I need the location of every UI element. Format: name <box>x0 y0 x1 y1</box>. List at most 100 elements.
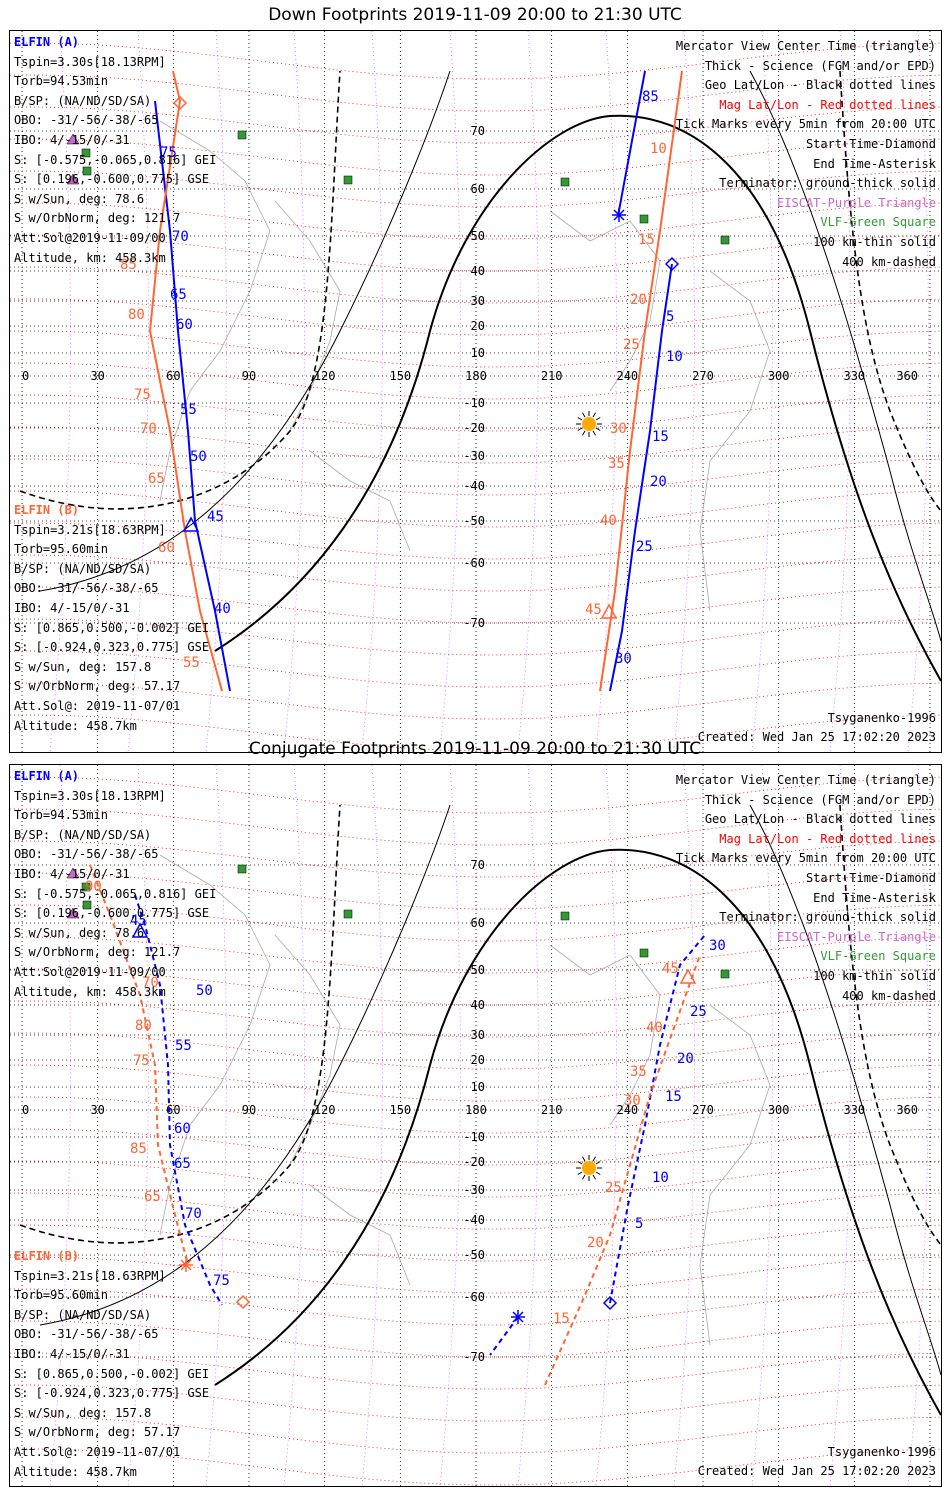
asterisk-stroke <box>180 1259 192 1271</box>
lon-tick-label: 300 <box>768 1103 790 1117</box>
info-line: S w/OrbNorm, deg: 121.7 <box>14 211 181 226</box>
legend-item: EISCAT-Purple Triangle <box>777 929 936 944</box>
model-name: Tsyganenko-1996 <box>827 710 936 725</box>
info-line: OBO: -31/-56/-38/-65 <box>14 581 159 596</box>
info-line: B/SP: (NA/ND/SD/SA) <box>14 561 152 576</box>
elfin-a-tick-label: 30 <box>709 938 726 954</box>
elfin-b-tick-label: 80 <box>128 307 145 323</box>
lon-tick-label: 210 <box>541 1103 563 1117</box>
elfin-b-tick-label: 40 <box>646 1020 663 1036</box>
info-line: Tspin=3.21s[18.63RPM] <box>14 1268 166 1283</box>
start-diamond <box>664 256 680 272</box>
info-line: S w/Sun, deg: 78.6 <box>14 191 145 206</box>
lat-tick-label: -50 <box>463 514 485 528</box>
legend-item: Terminator: ground-thick solid <box>719 910 936 925</box>
elfin-b-tick-label: 25 <box>623 337 640 353</box>
info-line: S: [-0.924,0.323,0.775] GSE <box>14 1386 210 1401</box>
info-line: IBO: 4/-15/0/-31 <box>14 1346 130 1361</box>
elfin-a-tick-label: 50 <box>196 983 213 999</box>
info-line: Altitude, km: 458.3km <box>14 250 166 265</box>
mag-meridian <box>751 31 773 752</box>
lat-tick-label: -70 <box>463 1350 485 1364</box>
info-line: S: [0.865,0.500,-0.002] GEI <box>14 620 210 635</box>
elfin-b-tick-label: 25 <box>605 1180 622 1196</box>
asterisk-stroke <box>512 1311 524 1323</box>
lon-tick-label: 360 <box>896 1103 918 1117</box>
info-line: Att.Sol@: 2019-11-07/01 <box>14 698 181 713</box>
elfin-b-tick-label: 15 <box>638 232 655 248</box>
info-line: S w/Sun, deg: 78.6 <box>14 925 145 940</box>
elfin-a-tick-label: 15 <box>652 429 669 445</box>
lon-tick-label: 330 <box>843 1103 865 1117</box>
elfin-b-trace-left <box>148 70 223 692</box>
info-line: Tspin=3.21s[18.63RPM] <box>14 522 166 537</box>
eiscat-marker <box>66 907 80 919</box>
lon-tick-label: 330 <box>843 369 865 383</box>
elfin-b-tick-label: 80 <box>135 1018 152 1034</box>
start-diamond <box>235 1294 251 1310</box>
sun-ray <box>582 412 586 418</box>
lat-tick-label: -20 <box>463 421 485 435</box>
elfin-a-tick-label: 50 <box>190 449 207 465</box>
sun-ray <box>582 1156 586 1162</box>
mag-meridian <box>751 765 773 1486</box>
mag-meridian <box>907 31 929 752</box>
terminator-ground <box>214 114 941 682</box>
elfin-a-tick-label: 20 <box>677 1051 694 1067</box>
mag-meridian <box>517 31 539 752</box>
elfin-b-tick-label: 65 <box>144 1189 161 1205</box>
legend-item: 100 km-thin solid <box>813 234 936 249</box>
lat-tick-label: -10 <box>463 1130 485 1144</box>
sun-ray <box>592 1174 596 1180</box>
end-asterisk <box>511 1310 525 1324</box>
elfin-b-tick-label: 90 <box>85 879 102 895</box>
panel-title-down: Down Footprints 2019-11-09 20:00 to 21:3… <box>268 5 682 25</box>
vlf-station-marker <box>81 882 91 892</box>
legend-item: 400 km-dashed <box>842 254 936 269</box>
elfin-a-trace-left <box>134 894 223 1306</box>
mag-meridian <box>439 31 461 752</box>
elfin-b-tick-label: 35 <box>608 456 625 472</box>
lat-tick-label: 30 <box>471 294 485 308</box>
elfin-a-trace-right-top <box>617 70 646 217</box>
lon-tick-label: 0 <box>22 369 29 383</box>
legend: Mercator View Center Time (triangle) Thic… <box>676 771 936 1006</box>
vlf-station-marker <box>237 864 247 874</box>
elfin-a-tick-label: 30 <box>615 651 632 667</box>
elfin-b-info: ELFIN (B) Tspin=3.21s[18.63RPM] Torb=95.60… <box>14 501 209 736</box>
sun-ray <box>595 417 601 421</box>
info-line: Altitude: 458.7km <box>14 1464 137 1479</box>
vlf-station-marker <box>237 130 247 140</box>
mag-meridian <box>361 31 383 752</box>
info-line: IBO: 4/-15/0/-31 <box>14 866 130 881</box>
info-line: Altitude: 458.7km <box>14 718 137 733</box>
lat-tick-label: -40 <box>463 479 485 493</box>
mag-meridian <box>439 765 461 1486</box>
elfin-a-tick-label: 20 <box>650 474 667 490</box>
elfin-b-tick-label: 10 <box>650 141 667 157</box>
coastline <box>549 944 661 1126</box>
lat-tick-label: -50 <box>463 1248 485 1262</box>
elfin-a-tick-label: 75 <box>213 1273 230 1289</box>
info-line: Att.Sol@2019-11-09/00 <box>14 964 166 979</box>
lat-tick-label: 40 <box>471 998 485 1012</box>
lat-tick-label: 70 <box>471 858 485 872</box>
info-line: Altitude, km: 458.3km <box>14 984 166 999</box>
elfin-b-tick-label: 75 <box>133 1053 150 1069</box>
lat-tick-label: 10 <box>471 1080 485 1094</box>
coastline <box>309 450 411 552</box>
info-line: OBO: -31/-56/-38/-65 <box>14 1327 159 1342</box>
legend-item: Geo Lat/Lon - Black dotted lines <box>704 812 936 827</box>
mag-meridian <box>595 765 617 1486</box>
lat-tick-label: -70 <box>463 616 485 630</box>
info-line: S: [0.196,-0.600,0.775] GSE <box>14 906 210 921</box>
lon-tick-label: 30 <box>90 369 104 383</box>
lon-tick-label: 150 <box>389 1103 411 1117</box>
conjugate-footprints-map: 0 30 60 90 120 150 180 210 240 270 300 330 360 70 60 50… <box>9 764 942 1487</box>
lon-tick-label: 360 <box>896 369 918 383</box>
elfin-a-tick-label: 55 <box>180 402 197 418</box>
mag-meridian <box>127 765 149 1486</box>
lat-tick-label: 50 <box>471 229 485 243</box>
info-line: S: [-0.575,-0.065,0.816] GEI <box>14 886 217 901</box>
sun-ray <box>592 412 596 418</box>
